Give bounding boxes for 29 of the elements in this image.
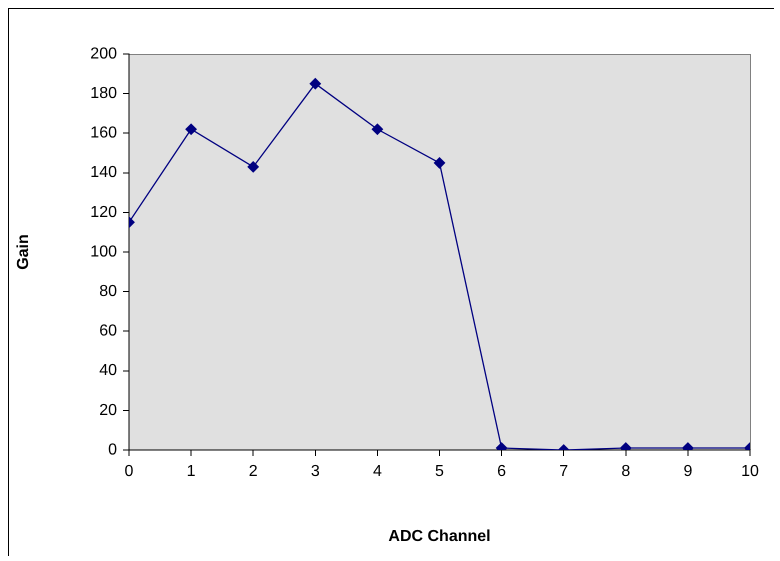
y-tick-label: 200 [90, 45, 118, 62]
x-tick-label: 0 [124, 463, 134, 480]
x-tick-label: 4 [372, 463, 382, 480]
point [372, 124, 384, 135]
y-tick-label: 180 [90, 85, 118, 102]
point [248, 161, 259, 173]
y-tick-label: 40 [99, 362, 118, 380]
x-tick-label: 6 [497, 463, 506, 480]
x-tick-label: 1 [186, 463, 196, 480]
y-tick-label: 20 [99, 402, 118, 419]
point [310, 78, 321, 90]
x-tick-label: 10 [741, 463, 759, 480]
x-tick-label: 2 [248, 463, 258, 480]
x-tick-label: 8 [621, 463, 630, 480]
x-tick-label: 7 [559, 463, 568, 480]
y-tick-label: 60 [99, 322, 118, 340]
point [434, 157, 446, 169]
y-tick-label: 80 [99, 283, 118, 300]
y-tick-label: 120 [90, 204, 118, 221]
x-axis-title: ADC Channel [388, 528, 491, 545]
point [185, 124, 197, 135]
y-tick-label: 160 [90, 124, 118, 142]
y-tick-label: 0 [108, 441, 118, 458]
x-tick-label: 9 [683, 463, 692, 480]
x-tick-label: 3 [310, 463, 320, 480]
y-tick-label: 140 [90, 164, 118, 182]
y-axis-title: Gain [15, 234, 32, 270]
y-tick-label: 100 [90, 243, 118, 260]
x-tick-label: 5 [435, 463, 444, 480]
